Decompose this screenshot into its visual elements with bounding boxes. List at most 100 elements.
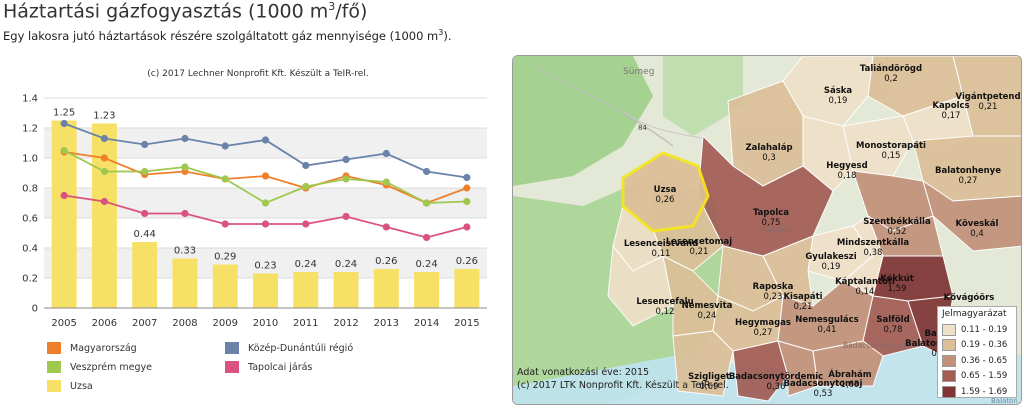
place-value-label: 0,69 [700, 382, 719, 392]
place-name-label: Taliándörögd [860, 64, 922, 74]
legend-item-tapolcai-jaras[interactable]: Tapolcai járás [225, 361, 312, 373]
place-value-label: 0,41 [818, 325, 837, 335]
x-tick-label: 2012 [333, 318, 358, 329]
series-point-1 [302, 161, 310, 170]
map-label-sumeg: Sümeg [623, 67, 654, 77]
place-name-label: Uzsa [654, 185, 677, 195]
x-tick-label: 2010 [253, 318, 278, 329]
legend-label: Veszprém megye [70, 361, 152, 373]
y-tick-label: 0.2 [22, 274, 38, 285]
region-kisapati [762, 235, 814, 307]
page-subtitle: Egy lakosra jutó háztartások részére szo… [3, 28, 452, 43]
region-balatonederics [672, 330, 734, 397]
region-badacsonytordemic [777, 340, 819, 397]
series-point-2 [60, 146, 68, 155]
bar-uzsa-2012 [333, 272, 359, 308]
map-legend-row: 0.36 - 0.65 [942, 353, 1012, 369]
legend-swatch [225, 342, 239, 354]
place-value-label: 0,23 [764, 292, 783, 302]
series-point-3 [302, 220, 310, 228]
x-tick-label: 2006 [92, 318, 117, 329]
consumption-chart: (c) 2017 Lechner Nonprofit Kft. Készült … [22, 68, 487, 329]
region-uzsa [621, 151, 710, 233]
map-legend-swatch [942, 370, 956, 383]
map-label-balaton: Balaton [991, 397, 1018, 405]
series-point-0 [463, 184, 471, 192]
place-value-label: 0,11 [652, 249, 671, 259]
bar-uzsa-2006 [91, 123, 117, 308]
place-value-label: 0,52 [888, 227, 907, 237]
x-tick-label: 2007 [132, 318, 157, 329]
map-legend-swatch [942, 323, 956, 336]
map-legend-label: 0.19 - 0.36 [961, 340, 1008, 351]
place-name-label: Szentbékkálla [863, 216, 931, 227]
y-tick-label: 0.8 [22, 184, 38, 195]
choropleth-map[interactable]: Sümeg 84 Tapolca Badacsonytomaj Balaton … [513, 56, 1022, 405]
map-legend-row: 0.11 - 0.19 [942, 322, 1012, 338]
series-point-2 [181, 163, 189, 171]
place-name-label: Ábrahám [828, 368, 871, 380]
x-tick-label: 2008 [172, 318, 197, 329]
place-value-label: 0,19 [829, 96, 848, 106]
page-title: Háztartási gázfogyasztás (1000 m3/fő) [3, 0, 368, 23]
series-point-3 [422, 233, 431, 242]
bar-uzsa-2010 [253, 273, 278, 308]
y-tick-label: 1.4 [22, 94, 38, 105]
series-point-2 [261, 199, 270, 207]
place-value-label: 1,65 [841, 380, 860, 390]
y-tick-label: 0 [32, 304, 38, 315]
map-legend-swatch [942, 354, 956, 367]
place-value-label: 0,17 [942, 111, 961, 121]
series-point-1 [342, 155, 350, 164]
place-value-label: 0,3 [762, 153, 776, 163]
place-value-label: 0,21 [794, 302, 813, 312]
place-value-label: 0,14 [856, 287, 875, 297]
place-name-label: Lesencefalu [636, 297, 693, 307]
place-value-label: 0,36 [767, 382, 786, 392]
place-value-label: 0,75 [762, 218, 781, 228]
bar-uzsa-2011 [293, 272, 319, 308]
bar-data-label: 0.29 [214, 252, 236, 263]
series-point-2 [463, 197, 471, 206]
legend-swatch [225, 361, 239, 373]
x-tick-label: 2015 [454, 318, 479, 329]
map-legend-swatch [942, 339, 956, 352]
map-footer: Adat vonatkozási éve: 2015 (c) 2017 LTK … [517, 366, 729, 392]
place-name-label: Hegymagas [735, 318, 791, 328]
series-point-0 [261, 172, 270, 180]
bar-data-label: 0.24 [295, 259, 317, 270]
map-legend-label: 0.65 - 1.59 [961, 371, 1008, 382]
chart-credit: (c) 2017 Lechner Nonprofit Kft. Készült … [147, 68, 368, 79]
place-name-label: Sáska [824, 86, 853, 96]
series-point-3 [342, 212, 350, 221]
map-label-84: 84 [638, 124, 647, 132]
place-name-label: Badacsonytördemic [729, 372, 823, 382]
place-name-label: Káptalantóti [835, 276, 895, 287]
bar-uzsa-2014 [414, 272, 440, 308]
bar-data-label: 0.33 [174, 246, 196, 257]
place-value-label: 0,53 [814, 389, 833, 399]
place-name-label: Kékkút [880, 273, 914, 284]
legend-item-kozep-dunantul[interactable]: Közép-Dunántúli régió [225, 342, 353, 354]
legend-swatch [47, 361, 61, 373]
map-data-year: Adat vonatkozási éve: 2015 [517, 367, 650, 378]
map-panel[interactable]: Sümeg 84 Tapolca Badacsonytomaj Balaton … [512, 55, 1022, 405]
series-point-1 [382, 149, 390, 158]
place-value-label: 0,12 [656, 307, 675, 317]
legend-item-uzsa[interactable]: Uzsa [47, 380, 93, 392]
legend-item-magyarorszag[interactable]: Magyarország [47, 342, 137, 354]
map-legend-label: 1.59 - 1.69 [961, 386, 1008, 397]
legend-item-veszprem-megye[interactable]: Veszprém megye [47, 361, 152, 373]
place-name-label: Gyulakeszi [805, 252, 856, 262]
place-value-label: 1,59 [888, 284, 907, 294]
place-value-label: 0,2 [884, 74, 898, 84]
place-name-label: Tapolca [753, 208, 789, 218]
place-name-label: Lesenceistvánd [624, 239, 698, 249]
series-point-1 [60, 119, 68, 128]
place-value-label: 0,26 [656, 195, 675, 205]
place-name-label: Vigántpetend [955, 92, 1020, 102]
series-point-2 [141, 167, 149, 176]
series-point-2 [342, 175, 350, 183]
map-label-badacsonytomaj-bg: Badacsonytomaj [843, 341, 905, 350]
legend-label: Magyarország [70, 342, 137, 354]
